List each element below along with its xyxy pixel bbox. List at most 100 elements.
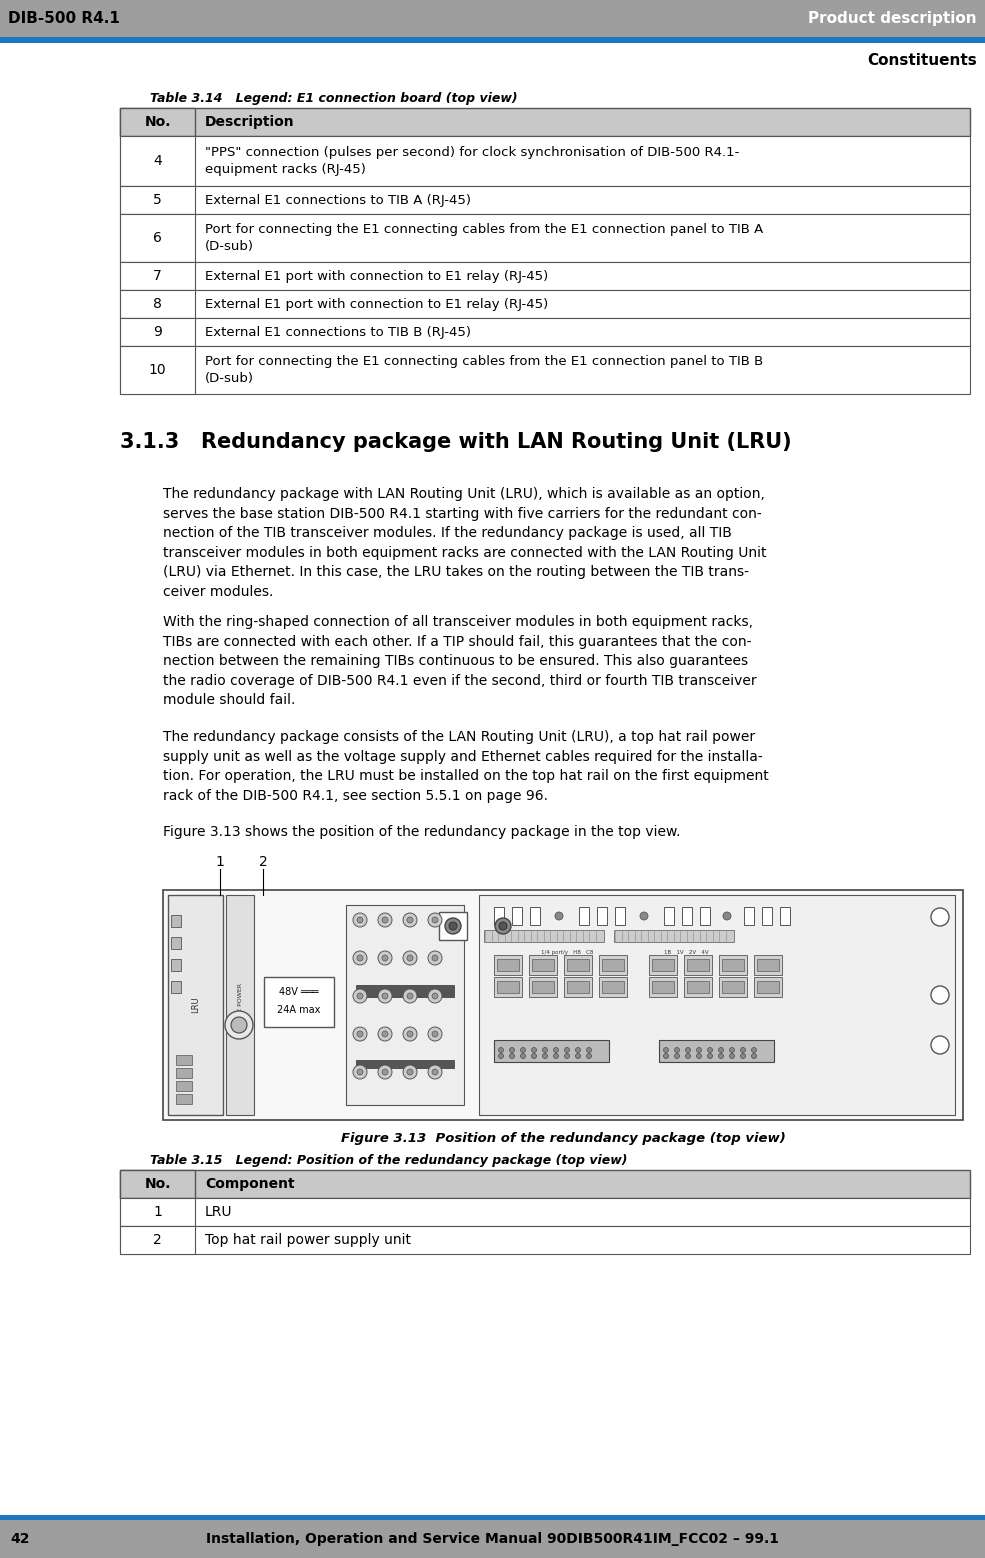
Bar: [226, 894, 254, 1116]
Text: 8: 8: [153, 298, 162, 312]
Text: LRU: LRU: [205, 1204, 232, 1218]
Circle shape: [575, 1047, 580, 1053]
Circle shape: [382, 1031, 388, 1038]
Bar: [615, 907, 625, 925]
Circle shape: [543, 1047, 548, 1053]
Bar: [659, 1041, 774, 1063]
Text: 48V ═══: 48V ═══: [279, 988, 319, 997]
Circle shape: [730, 1047, 735, 1053]
Circle shape: [707, 1047, 712, 1053]
Circle shape: [664, 1053, 669, 1058]
Bar: [722, 982, 744, 992]
Bar: [532, 982, 554, 992]
Bar: [564, 955, 592, 975]
Circle shape: [353, 989, 367, 1003]
Circle shape: [432, 992, 438, 999]
Circle shape: [543, 1053, 548, 1058]
Circle shape: [686, 1047, 690, 1053]
Circle shape: [445, 918, 461, 933]
Text: The redundancy package with LAN Routing Unit (LRU), which is available as an opt: The redundancy package with LAN Routing …: [163, 488, 766, 598]
Circle shape: [449, 922, 457, 930]
Text: 4: 4: [153, 154, 162, 168]
Bar: [687, 960, 709, 971]
Text: DIB-500 R4.1: DIB-500 R4.1: [8, 11, 120, 26]
Bar: [120, 108, 195, 136]
Bar: [497, 960, 519, 971]
Bar: [120, 1170, 970, 1198]
Bar: [494, 1041, 609, 1063]
Text: "PPS" connection (pulses per second) for clock synchronisation of DIB-500 R4.1-
: "PPS" connection (pulses per second) for…: [205, 146, 740, 176]
Circle shape: [520, 1053, 526, 1058]
Bar: [494, 907, 504, 925]
Text: 5: 5: [153, 193, 162, 207]
Circle shape: [403, 913, 417, 927]
Circle shape: [432, 918, 438, 922]
Bar: [597, 907, 607, 925]
Circle shape: [407, 955, 413, 961]
Bar: [171, 982, 181, 992]
Bar: [754, 955, 782, 975]
Bar: [120, 262, 970, 290]
Bar: [163, 890, 963, 1120]
Bar: [564, 977, 592, 997]
Text: Port for connecting the E1 connecting cables from the E1 connection panel to TIB: Port for connecting the E1 connecting ca…: [205, 223, 763, 252]
Circle shape: [407, 918, 413, 922]
Circle shape: [696, 1047, 701, 1053]
Circle shape: [407, 1069, 413, 1075]
Bar: [484, 930, 604, 943]
Circle shape: [428, 1027, 442, 1041]
Circle shape: [378, 950, 392, 964]
Circle shape: [353, 913, 367, 927]
Circle shape: [696, 1053, 701, 1058]
Circle shape: [407, 1031, 413, 1038]
Circle shape: [555, 911, 563, 921]
Bar: [171, 915, 181, 927]
Text: External E1 port with connection to E1 relay (RJ-45): External E1 port with connection to E1 r…: [205, 270, 549, 282]
Bar: [120, 318, 970, 346]
Bar: [602, 982, 624, 992]
Circle shape: [730, 1053, 735, 1058]
Bar: [0, 1521, 985, 1558]
Circle shape: [931, 986, 949, 1003]
Text: Table 3.15   Legend: Position of the redundancy package (top view): Table 3.15 Legend: Position of the redun…: [150, 1154, 627, 1167]
Circle shape: [428, 950, 442, 964]
Circle shape: [718, 1047, 724, 1053]
Circle shape: [353, 1027, 367, 1041]
Bar: [529, 955, 557, 975]
Bar: [529, 977, 557, 997]
Circle shape: [640, 911, 648, 921]
Circle shape: [407, 992, 413, 999]
Circle shape: [741, 1047, 746, 1053]
Bar: [614, 930, 734, 943]
Circle shape: [353, 1066, 367, 1080]
Circle shape: [686, 1053, 690, 1058]
Bar: [722, 960, 744, 971]
Bar: [120, 290, 970, 318]
Bar: [719, 977, 747, 997]
Circle shape: [403, 1066, 417, 1080]
Circle shape: [520, 1047, 526, 1053]
Circle shape: [378, 1027, 392, 1041]
Bar: [120, 1226, 970, 1254]
Bar: [567, 960, 589, 971]
Circle shape: [403, 1027, 417, 1041]
Circle shape: [432, 1031, 438, 1038]
Bar: [532, 960, 554, 971]
Bar: [757, 960, 779, 971]
Circle shape: [428, 989, 442, 1003]
Circle shape: [378, 989, 392, 1003]
Bar: [479, 894, 955, 1116]
Bar: [0, 37, 985, 44]
Circle shape: [586, 1047, 592, 1053]
Circle shape: [403, 950, 417, 964]
Circle shape: [532, 1047, 537, 1053]
Text: 1: 1: [216, 855, 225, 869]
Circle shape: [718, 1053, 724, 1058]
Bar: [599, 977, 627, 997]
Bar: [120, 262, 195, 290]
Text: 1/4 port/y   H8   C8: 1/4 port/y H8 C8: [541, 949, 593, 955]
Text: Table 3.14   Legend: E1 connection board (top view): Table 3.14 Legend: E1 connection board (…: [150, 92, 518, 104]
Bar: [700, 907, 710, 925]
Circle shape: [707, 1053, 712, 1058]
Circle shape: [931, 908, 949, 925]
